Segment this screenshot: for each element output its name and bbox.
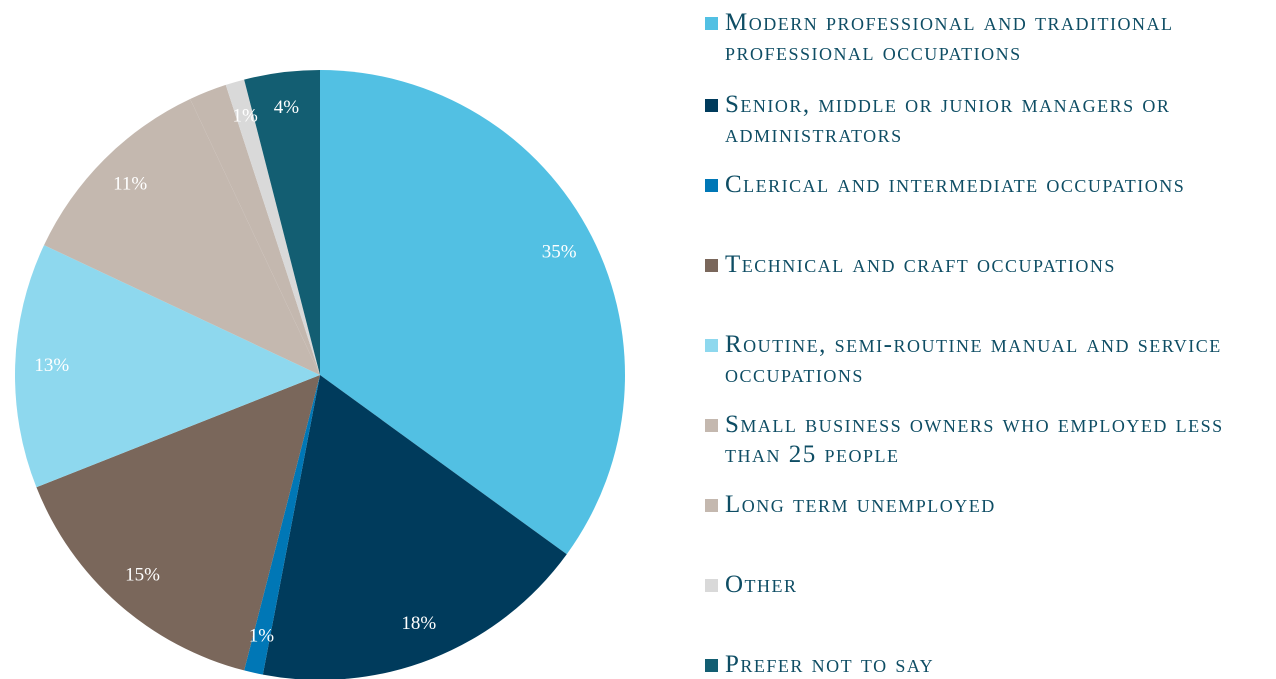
pie-slice (190, 84, 320, 375)
pie-slice (320, 70, 626, 555)
legend-entry: Long term unemployed (705, 490, 1265, 520)
legend-swatch (705, 179, 718, 192)
data-label: 13% (34, 355, 69, 376)
data-label: 11% (113, 174, 147, 195)
legend-swatch (705, 659, 718, 672)
legend-swatch (705, 99, 718, 112)
legend-label: Modern professional and traditional prof… (725, 9, 1174, 66)
legend-swatch (705, 499, 718, 512)
pie-slice (36, 375, 320, 671)
legend-swatch (705, 419, 718, 432)
pie-slice (15, 245, 320, 488)
legend-label: Other (725, 571, 798, 598)
legend-entry: Modern professional and traditional prof… (705, 8, 1265, 68)
legend-swatch (705, 17, 718, 30)
data-label: 35% (542, 242, 577, 263)
legend-label: Long term unemployed (725, 491, 996, 518)
data-label: 1% (249, 625, 275, 646)
data-label: 1% (232, 106, 258, 127)
data-label: 18% (401, 613, 436, 634)
legend-label: Prefer not to say (725, 651, 935, 678)
legend-entry: Other (705, 570, 1265, 600)
data-label: 4% (274, 97, 300, 118)
legend-entry: Prefer not to say (705, 650, 1265, 679)
legend-entry: Senior, middle or junior managers or adm… (705, 90, 1265, 150)
data-label: 15% (125, 565, 160, 586)
pie-slice (44, 99, 321, 376)
legend-swatch (705, 339, 718, 352)
pie-slice (244, 70, 320, 375)
legend-label: Senior, middle or junior managers or adm… (725, 91, 1171, 148)
legend-entry: Routine, semi-routine manual and service… (705, 330, 1265, 390)
pie-slice (225, 79, 320, 375)
legend-entry: Clerical and intermediate occupations (705, 170, 1265, 200)
legend-swatch (705, 579, 718, 592)
pie-slice (244, 375, 320, 675)
legend-label: Technical and craft occupations (725, 251, 1116, 278)
legend-label: Clerical and intermediate occupations (725, 171, 1186, 198)
legend-label: Small business owners who employed less … (725, 411, 1224, 468)
legend-label: Routine, semi-routine manual and service… (725, 331, 1222, 388)
legend-entry: Small business owners who employed less … (705, 410, 1265, 470)
pie-slice (262, 375, 567, 679)
legend-swatch (705, 259, 718, 272)
legend-entry: Technical and craft occupations (705, 250, 1265, 280)
